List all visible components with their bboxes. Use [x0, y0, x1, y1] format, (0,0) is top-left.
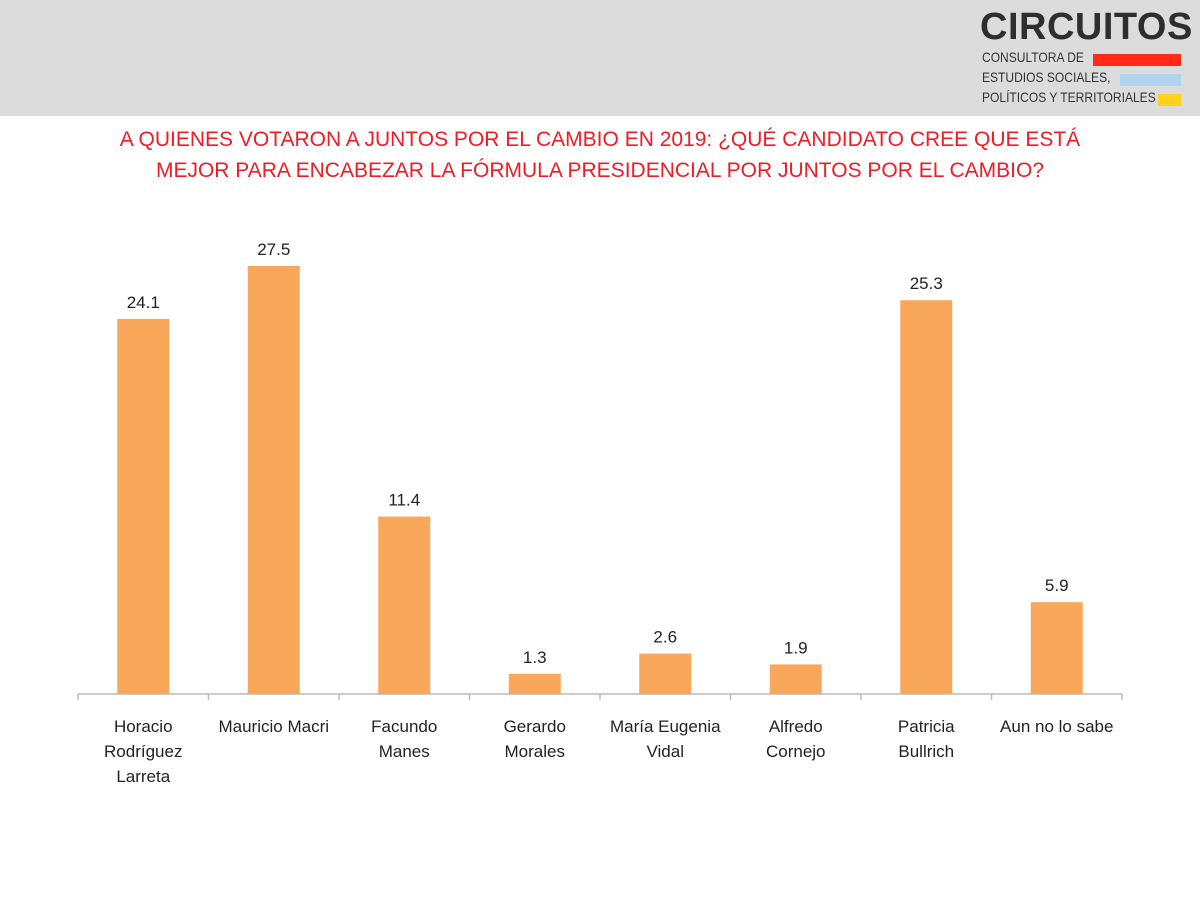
- logo-title: CIRCUITOS: [980, 6, 1193, 48]
- bar: [117, 318, 170, 694]
- chart-title-line-1: A QUIENES VOTARON A JUNTOS POR EL CAMBIO…: [119, 128, 1081, 151]
- bar: [639, 653, 692, 694]
- data-label: 24.1: [127, 293, 160, 312]
- logo-bar-yellow: [1158, 94, 1181, 106]
- chart-title: A QUIENES VOTARON A JUNTOS POR EL CAMBIO…: [40, 124, 1160, 186]
- bar: [900, 300, 953, 694]
- logo-line-2: ESTUDIOS SOCIALES,: [982, 69, 1111, 85]
- bar: [769, 664, 822, 694]
- data-label: 1.3: [523, 648, 547, 667]
- category-label: María Eugenia Vidal: [610, 717, 721, 761]
- bar: [508, 673, 561, 694]
- category-label: Alfredo Cornejo: [766, 717, 826, 761]
- category-label: Aun no lo sabe: [1000, 717, 1113, 736]
- bar-chart: 24.1 Horacio Rodríguez Larreta 27.5 Mauricio …: [77, 240, 1123, 786]
- data-label: 11.4: [388, 491, 420, 510]
- category-label: Horacio Rodríguez Larreta: [104, 717, 182, 786]
- chart-title-line-2: MEJOR PARA ENCABEZAR LA FÓRMULA PRESIDEN…: [155, 159, 1045, 182]
- data-label: 25.3: [910, 274, 943, 293]
- category-label: Facundo Manes: [371, 717, 437, 761]
- logo-bar-blue: [1120, 74, 1181, 86]
- header-band: [0, 0, 1200, 116]
- logo-line-1: CONSULTORA DE: [982, 49, 1084, 65]
- logo-line-3: POLÍTICOS Y TERRITORIALES: [982, 89, 1156, 105]
- bar: [378, 516, 431, 694]
- data-label: 27.5: [257, 240, 290, 259]
- category-label: Patricia Bullrich: [898, 717, 955, 761]
- logo-bar-red: [1093, 54, 1181, 66]
- bar: [1030, 602, 1083, 694]
- category-label: Gerardo Morales: [504, 717, 566, 761]
- category-label: Mauricio Macri: [218, 717, 329, 736]
- circuitos-logo: CIRCUITOS CONSULTORA DE ESTUDIOS SOCIALE…: [980, 6, 1192, 110]
- data-label: 1.9: [784, 638, 808, 657]
- data-label: 2.6: [653, 628, 677, 647]
- bar: [247, 266, 300, 694]
- data-label: 5.9: [1045, 576, 1069, 595]
